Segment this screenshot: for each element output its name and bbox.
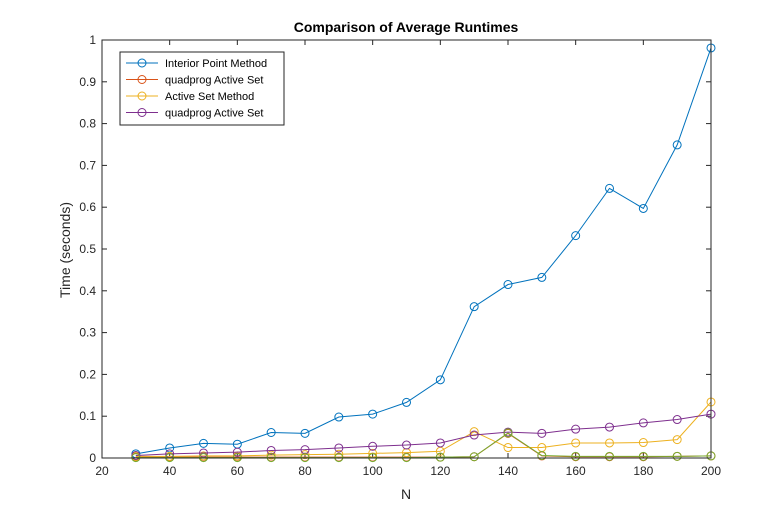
data-point — [537, 450, 547, 460]
series-line — [135, 413, 712, 456]
data-point — [537, 428, 547, 438]
y-tick-label: 0.4 — [79, 284, 96, 298]
data-point — [469, 427, 479, 437]
x-tick-label: 40 — [163, 464, 177, 478]
legend-entry: Active Set Method — [126, 91, 254, 103]
x-tick-label: 60 — [231, 464, 245, 478]
data-point — [503, 428, 513, 438]
data-point — [435, 375, 445, 385]
data-point — [605, 438, 614, 448]
data-point — [232, 447, 242, 457]
y-tick-label: 0.7 — [79, 158, 96, 172]
x-tick-label: 180 — [633, 464, 653, 478]
x-tick-label: 200 — [701, 464, 721, 478]
y-tick-label: 0.9 — [79, 75, 96, 89]
data-point — [435, 452, 445, 462]
y-tick-label: 0.6 — [79, 200, 96, 214]
data-point — [368, 441, 378, 451]
x-tick-label: 80 — [298, 464, 312, 478]
data-point — [334, 443, 344, 453]
y-tick-label: 0.2 — [79, 367, 96, 381]
x-tick-label: 100 — [363, 464, 383, 478]
data-point — [199, 448, 208, 458]
data-point — [402, 397, 411, 407]
data-point — [672, 140, 682, 150]
x-tick-label: 120 — [430, 464, 450, 478]
data-point — [571, 424, 581, 434]
data-point — [672, 435, 682, 445]
data-point — [266, 445, 276, 455]
data-point — [605, 183, 614, 193]
data-point — [435, 438, 445, 448]
data-point — [266, 450, 276, 460]
legend-entry: Interior Point Method — [126, 58, 267, 70]
data-point — [199, 438, 208, 448]
y-tick-label: 0.8 — [79, 117, 96, 131]
data-point — [266, 428, 276, 438]
legend-swatch-marker — [137, 108, 147, 117]
series-group-1 — [131, 43, 716, 459]
x-tick-label: 160 — [566, 464, 586, 478]
y-tick-label: 1 — [89, 33, 96, 47]
data-point — [605, 422, 614, 432]
axes-box — [101, 39, 712, 459]
legend: Interior Point Method quadprog Active Set… — [119, 51, 285, 126]
data-point — [638, 451, 648, 461]
x-axis-title: N — [401, 486, 411, 502]
data-point — [503, 280, 513, 290]
data-point — [571, 231, 581, 241]
data-point — [537, 272, 547, 282]
legend-swatch-marker — [137, 75, 147, 84]
data-point — [368, 409, 378, 419]
data-point — [638, 438, 648, 448]
legend-swatch-marker — [137, 91, 147, 101]
series-group-4 — [131, 409, 716, 460]
x-tick-label: 140 — [498, 464, 518, 478]
data-point — [300, 428, 310, 438]
series-line — [135, 401, 712, 457]
data-point — [605, 451, 614, 461]
legend-label: quadprog Active Set — [165, 108, 263, 120]
data-point — [469, 452, 479, 462]
legend-swatch-marker — [137, 58, 147, 68]
chart-title: Comparison of Average Runtimes — [294, 19, 519, 35]
y-tick-label: 0.1 — [79, 409, 96, 423]
data-point — [638, 418, 648, 428]
data-point — [300, 450, 310, 460]
data-point — [469, 302, 479, 312]
series-line — [135, 47, 712, 455]
legend-label: Active Set Method — [165, 91, 254, 103]
data-point — [469, 430, 479, 440]
legend-entry: quadprog Active Set — [126, 108, 263, 120]
x-tick-label: 20 — [95, 464, 109, 478]
data-point — [334, 412, 344, 422]
data-point — [638, 203, 648, 213]
legend-label: quadprog Active Set — [165, 75, 263, 87]
legend-label: Interior Point Method — [165, 58, 267, 70]
data-point — [402, 440, 411, 450]
data-point — [503, 443, 513, 453]
data-point — [672, 451, 682, 461]
y-tick-label: 0.3 — [79, 326, 96, 340]
data-point — [131, 450, 141, 460]
data-point — [672, 415, 682, 425]
data-point — [571, 451, 581, 461]
data-point — [571, 438, 581, 448]
y-tick-label: 0.5 — [79, 242, 96, 256]
y-axis-title: Time (seconds) — [57, 202, 73, 298]
legend-entry: quadprog Active Set — [126, 75, 263, 87]
y-tick-label: 0 — [89, 451, 96, 465]
